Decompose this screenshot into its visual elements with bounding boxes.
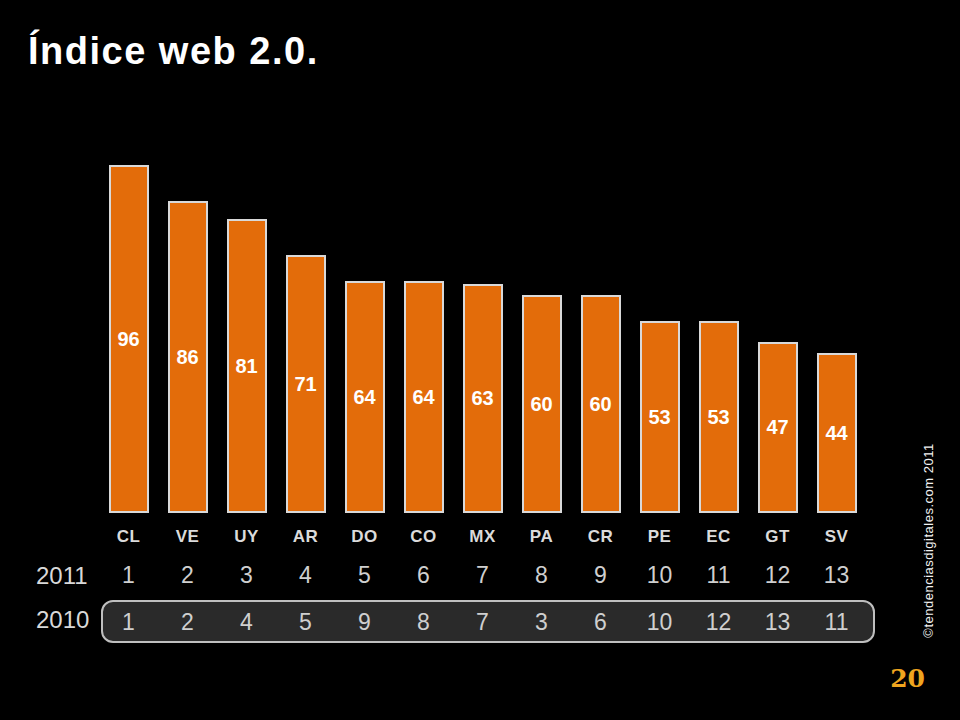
bar-cr: 60 [581, 295, 621, 513]
country-label: CL [99, 527, 158, 547]
bar-value-label: 63 [471, 387, 493, 410]
country-label: UY [217, 527, 276, 547]
rank-row-label-2010: 2010 [36, 606, 89, 634]
bar-ve: 86 [168, 201, 208, 513]
rank-2011-value: 6 [394, 562, 453, 589]
rank-2011-value: 9 [571, 562, 630, 589]
rank-2010-value: 12 [689, 609, 748, 636]
country-label: DO [335, 527, 394, 547]
rank-2011-value: 12 [748, 562, 807, 589]
rank-2010-value: 6 [571, 609, 630, 636]
bar-pa: 60 [522, 295, 562, 513]
rank-2011-value: 4 [276, 562, 335, 589]
bar-value-label: 81 [235, 355, 257, 378]
rank-row-label-2011: 2011 [36, 562, 88, 590]
country-label: GT [748, 527, 807, 547]
bar-pe: 53 [640, 321, 680, 513]
bar-column-co: 64 [394, 281, 453, 513]
bar-column-cl: 96 [99, 165, 158, 513]
country-label: PA [512, 527, 571, 547]
bar-gt: 47 [758, 342, 798, 513]
bar-value-label: 64 [353, 386, 375, 409]
bar-sv: 44 [817, 353, 857, 513]
rank-row-2011: 12345678910111213 [99, 562, 866, 589]
bar-column-mx: 63 [453, 284, 512, 513]
rank-2011-value: 10 [630, 562, 689, 589]
bar-column-sv: 44 [807, 353, 866, 513]
rank-2010-value: 7 [453, 609, 512, 636]
rank-2010-value: 13 [748, 609, 807, 636]
bar-column-ve: 86 [158, 201, 217, 513]
bar-value-label: 47 [766, 416, 788, 439]
bar-value-label: 53 [707, 406, 729, 429]
bar-value-label: 64 [412, 386, 434, 409]
bar-column-ec: 53 [689, 321, 748, 513]
rank-2010-value: 5 [276, 609, 335, 636]
country-label: CR [571, 527, 630, 547]
rank-2010-value: 9 [335, 609, 394, 636]
slide: Índice web 2.0. 968681716464636060535347… [0, 0, 960, 720]
bar-uy: 81 [227, 219, 267, 513]
rank-2011-value: 5 [335, 562, 394, 589]
bar-value-label: 96 [117, 328, 139, 351]
bar-column-pe: 53 [630, 321, 689, 513]
rank-2011-value: 2 [158, 562, 217, 589]
country-label: AR [276, 527, 335, 547]
country-label: MX [453, 527, 512, 547]
bar-column-ar: 71 [276, 255, 335, 513]
country-label: CO [394, 527, 453, 547]
bar-value-label: 60 [530, 393, 552, 416]
country-label: EC [689, 527, 748, 547]
rank-2011-value: 7 [453, 562, 512, 589]
bar-cl: 96 [109, 165, 149, 513]
bar-co: 64 [404, 281, 444, 513]
bar-value-label: 44 [825, 422, 847, 445]
bar-value-label: 71 [294, 373, 316, 396]
bar-ec: 53 [699, 321, 739, 513]
bar-ar: 71 [286, 255, 326, 513]
rank-2010-value: 11 [807, 609, 866, 636]
rank-2010-value: 4 [217, 609, 276, 636]
country-label: PE [630, 527, 689, 547]
bar-value-label: 60 [589, 393, 611, 416]
bar-column-do: 64 [335, 281, 394, 513]
slide-title: Índice web 2.0. [28, 30, 319, 73]
rank-2011-value: 8 [512, 562, 571, 589]
country-label: VE [158, 527, 217, 547]
rank-2011-value: 1 [99, 562, 158, 589]
rank-2011-value: 13 [807, 562, 866, 589]
rank-2010-value: 3 [512, 609, 571, 636]
rank-2010-value: 10 [630, 609, 689, 636]
bar-mx: 63 [463, 284, 503, 513]
country-label-row: CLVEUYARDOCOMXPACRPEECGTSV [99, 527, 866, 547]
rank-2011-value: 11 [689, 562, 748, 589]
country-label: SV [807, 527, 866, 547]
rank-row-2010: 12459873610121311 [99, 609, 866, 636]
bar-value-label: 53 [648, 406, 670, 429]
bar-chart: 96 86 81 71 64 64 63 60 60 53 53 47 44 [99, 161, 866, 513]
bar-do: 64 [345, 281, 385, 513]
rank-2010-value: 2 [158, 609, 217, 636]
bar-column-gt: 47 [748, 342, 807, 513]
bar-value-label: 86 [176, 346, 198, 369]
copyright-text: ©tendenciasdigitales.com 2011 [921, 426, 936, 656]
page-number: 20 [890, 664, 925, 693]
bar-column-pa: 60 [512, 295, 571, 513]
rank-2010-value: 8 [394, 609, 453, 636]
bar-column-cr: 60 [571, 295, 630, 513]
bar-column-uy: 81 [217, 219, 276, 513]
rank-2010-value: 1 [99, 609, 158, 636]
rank-2011-value: 3 [217, 562, 276, 589]
